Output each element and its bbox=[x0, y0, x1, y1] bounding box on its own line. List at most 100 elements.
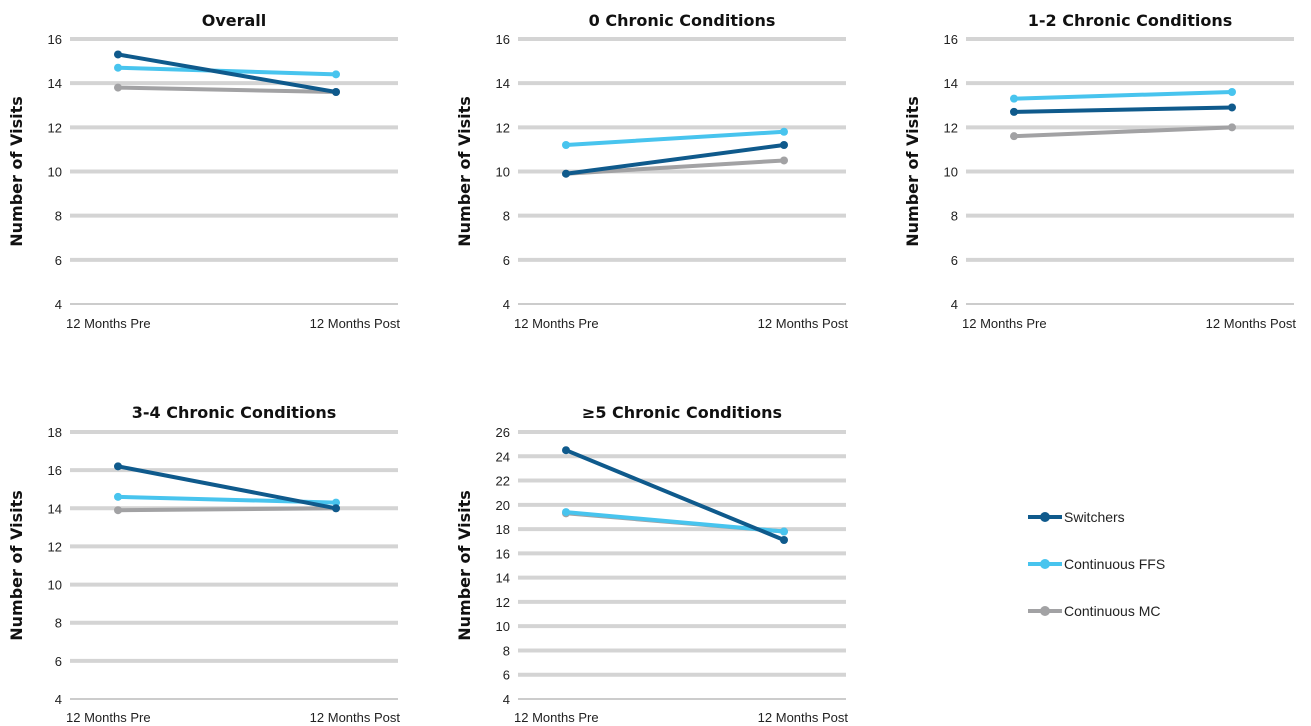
data-point-switchers bbox=[1228, 103, 1236, 112]
data-point-continuous-mc bbox=[114, 83, 122, 92]
y-tick-label: 10 bbox=[496, 165, 510, 180]
y-tick-label: 16 bbox=[48, 463, 62, 478]
legend: Switchers Continuous FFS Continuous MC bbox=[1028, 505, 1258, 646]
y-tick-label: 8 bbox=[951, 209, 958, 224]
legend-label-continuous-ffs: Continuous FFS bbox=[1064, 556, 1166, 572]
y-axis-title: Number of Visits bbox=[455, 490, 474, 641]
y-tick-label: 10 bbox=[496, 619, 510, 634]
data-point-continuous-mc bbox=[780, 156, 788, 165]
series-line-continuous-ffs bbox=[116, 65, 338, 77]
y-tick-label: 14 bbox=[944, 76, 958, 91]
chart-title: 0 Chronic Conditions bbox=[589, 11, 776, 30]
data-point-switchers bbox=[332, 88, 340, 96]
data-point-switchers bbox=[780, 141, 788, 149]
data-point-continuous-ffs bbox=[562, 508, 570, 517]
chart-panel-0-chronic-conditions: 0 Chronic Conditions Number of Visits 4 6 8 1… bbox=[455, 11, 848, 331]
y-tick-label: 6 bbox=[55, 654, 62, 669]
y-tick-label: 22 bbox=[496, 474, 510, 489]
series-line-continuous-mc bbox=[116, 85, 338, 94]
y-tick-label: 12 bbox=[496, 120, 510, 135]
data-point-continuous-ffs bbox=[780, 127, 788, 136]
data-point-continuous-ffs bbox=[114, 63, 122, 72]
data-point-continuous-mc bbox=[114, 506, 122, 515]
x-tick-label: 12 Months Post bbox=[758, 710, 849, 725]
x-tick-label: 12 Months Post bbox=[758, 316, 849, 331]
legend-swatch-continuous-ffs bbox=[1028, 557, 1062, 571]
y-tick-label: 16 bbox=[496, 546, 510, 561]
y-tick-label: 20 bbox=[496, 498, 510, 513]
legend-label-switchers: Switchers bbox=[1064, 509, 1125, 525]
y-axis-title: Number of Visits bbox=[903, 96, 922, 247]
chart-panel-3-4-chronic-conditions: 3-4 Chronic Conditions Number of Visits 4 6… bbox=[7, 403, 400, 725]
data-point-switchers bbox=[780, 536, 788, 545]
series-line-continuous-mc bbox=[116, 506, 338, 513]
y-tick-label: 4 bbox=[55, 692, 62, 707]
legend-marker-continuous-ffs bbox=[1040, 559, 1050, 569]
series-line-continuous-ffs bbox=[1012, 90, 1234, 101]
y-tick-label: 16 bbox=[48, 32, 62, 47]
legend-swatch-switchers bbox=[1028, 510, 1062, 524]
y-tick-label: 14 bbox=[496, 76, 510, 91]
series-line-switchers bbox=[564, 448, 786, 543]
y-tick-label: 4 bbox=[503, 297, 510, 312]
data-point-continuous-mc bbox=[1228, 123, 1236, 132]
chart-panel-5-chronic-conditions: ≥5 Chronic Conditions Number of Visits 4 6 8… bbox=[455, 403, 848, 725]
data-point-switchers bbox=[332, 504, 340, 513]
series-line-switchers bbox=[1012, 105, 1234, 114]
data-point-continuous-ffs bbox=[780, 527, 788, 536]
series-line-continuous-mc bbox=[564, 158, 786, 176]
y-tick-label: 14 bbox=[48, 76, 62, 91]
y-tick-label: 4 bbox=[55, 297, 62, 312]
y-tick-label: 10 bbox=[48, 165, 62, 180]
y-tick-label: 6 bbox=[951, 253, 958, 268]
chart-panel-1-2-chronic-conditions: 1-2 Chronic Conditions Number of Visits 4 6… bbox=[903, 11, 1296, 331]
y-tick-label: 4 bbox=[503, 692, 510, 707]
x-tick-label: 12 Months Post bbox=[310, 710, 401, 725]
series-line-switchers bbox=[116, 464, 338, 511]
data-point-continuous-mc bbox=[1010, 132, 1018, 141]
data-point-switchers bbox=[114, 462, 122, 471]
y-tick-label: 4 bbox=[951, 297, 958, 312]
data-point-continuous-ffs bbox=[332, 70, 340, 79]
y-axis-title: Number of Visits bbox=[7, 490, 26, 641]
data-point-continuous-ffs bbox=[562, 141, 570, 149]
y-tick-label: 24 bbox=[496, 449, 510, 464]
data-point-continuous-ffs bbox=[114, 492, 122, 501]
data-point-switchers bbox=[114, 50, 122, 59]
data-point-continuous-ffs bbox=[1228, 88, 1236, 96]
y-tick-label: 18 bbox=[48, 425, 62, 440]
y-tick-label: 16 bbox=[496, 32, 510, 47]
legend-item-switchers: Switchers bbox=[1028, 505, 1258, 529]
series-line-continuous-ffs bbox=[564, 510, 786, 534]
y-tick-label: 8 bbox=[503, 209, 510, 224]
series-line-switchers bbox=[564, 143, 786, 176]
chart-title: ≥5 Chronic Conditions bbox=[582, 403, 782, 422]
y-tick-label: 6 bbox=[503, 668, 510, 683]
data-point-continuous-ffs bbox=[332, 498, 340, 507]
y-tick-label: 8 bbox=[55, 616, 62, 631]
chart-title: Overall bbox=[202, 11, 267, 30]
x-tick-label: 12 Months Post bbox=[1206, 316, 1297, 331]
y-tick-label: 6 bbox=[55, 253, 62, 268]
x-tick-label: 12 Months Pre bbox=[66, 710, 151, 725]
series-line-continuous-ffs bbox=[564, 129, 786, 147]
y-tick-label: 12 bbox=[48, 539, 62, 554]
legend-item-continuous-ffs: Continuous FFS bbox=[1028, 552, 1258, 576]
y-tick-label: 14 bbox=[48, 501, 62, 516]
chart-title: 3-4 Chronic Conditions bbox=[132, 403, 337, 422]
x-tick-label: 12 Months Pre bbox=[514, 710, 599, 725]
data-point-continuous-ffs bbox=[1010, 94, 1018, 103]
legend-item-continuous-mc: Continuous MC bbox=[1028, 599, 1258, 623]
y-axis-title: Number of Visits bbox=[7, 96, 26, 247]
y-tick-label: 12 bbox=[48, 120, 62, 135]
y-tick-label: 8 bbox=[503, 643, 510, 658]
x-tick-label: 12 Months Post bbox=[310, 316, 401, 331]
y-tick-label: 10 bbox=[944, 165, 958, 180]
x-tick-label: 12 Months Pre bbox=[514, 316, 599, 331]
data-point-switchers bbox=[562, 446, 570, 455]
y-tick-label: 26 bbox=[496, 425, 510, 440]
legend-swatch-continuous-mc bbox=[1028, 604, 1062, 618]
series-line-continuous-mc bbox=[1012, 125, 1234, 139]
legend-marker-switchers bbox=[1040, 512, 1050, 522]
